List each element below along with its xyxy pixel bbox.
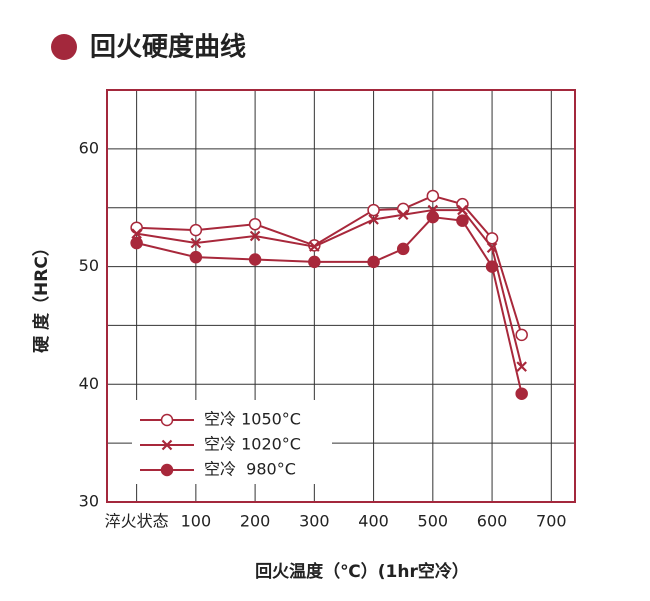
data-point bbox=[456, 214, 469, 227]
marker-cross bbox=[161, 439, 173, 451]
x-tick-label: 200 bbox=[240, 512, 271, 531]
legend-marker bbox=[160, 463, 174, 477]
data-point bbox=[515, 328, 528, 342]
x-tick-label: 700 bbox=[536, 512, 567, 531]
data-point bbox=[426, 189, 440, 203]
data-point bbox=[367, 203, 380, 217]
series-line bbox=[136, 209, 523, 367]
data-point bbox=[130, 221, 143, 234]
data-point bbox=[368, 214, 379, 225]
data-point bbox=[248, 253, 262, 266]
x-tick-label: 500 bbox=[418, 512, 449, 531]
y-tick-label: 30 bbox=[79, 492, 99, 511]
data-point bbox=[189, 223, 203, 237]
data-point bbox=[457, 204, 468, 216]
data-point bbox=[367, 255, 380, 269]
data-point bbox=[485, 260, 499, 273]
legend-label: 空冷 1050°C bbox=[204, 410, 301, 429]
x-tick-label: 400 bbox=[358, 512, 389, 531]
marker-cross bbox=[368, 214, 379, 225]
marker-cross bbox=[516, 361, 527, 372]
data-point bbox=[248, 217, 262, 231]
x-tick-label: 600 bbox=[477, 512, 508, 531]
title-bullet bbox=[51, 34, 77, 60]
data-point bbox=[189, 250, 203, 264]
marker-cross bbox=[190, 237, 202, 249]
x-tick-label: 100 bbox=[181, 512, 212, 531]
series-line bbox=[136, 216, 523, 394]
legend-marker bbox=[161, 439, 173, 451]
legend-label: 空冷 980°C bbox=[204, 460, 296, 479]
marker-cross bbox=[249, 230, 261, 242]
data-point bbox=[190, 237, 202, 249]
x-tick-label: 淬火状态 bbox=[105, 512, 169, 531]
marker-cross bbox=[131, 228, 142, 239]
data-point bbox=[397, 209, 409, 221]
data-point bbox=[309, 241, 320, 252]
y-tick-label: 60 bbox=[79, 138, 99, 157]
series-line bbox=[136, 194, 523, 336]
data-point bbox=[426, 210, 440, 224]
data-point bbox=[515, 387, 528, 400]
chart-title: 回火硬度曲线 bbox=[90, 32, 246, 63]
data-point bbox=[308, 255, 321, 269]
data-point bbox=[396, 242, 410, 256]
data-point bbox=[456, 197, 469, 211]
data-point bbox=[516, 361, 527, 372]
marker-cross bbox=[397, 209, 409, 221]
legend-label: 空冷 1020°C bbox=[204, 435, 301, 454]
data-point bbox=[396, 202, 410, 216]
data-point bbox=[130, 236, 143, 250]
data-point bbox=[131, 228, 142, 239]
x-tick-label: 300 bbox=[299, 512, 330, 531]
y-tick-label: 50 bbox=[79, 256, 99, 275]
plot-frame bbox=[106, 89, 576, 503]
marker-cross bbox=[309, 241, 320, 252]
y-tick-label: 40 bbox=[79, 374, 99, 393]
marker-cross bbox=[486, 242, 498, 254]
data-point bbox=[249, 230, 261, 242]
x-axis-label: 回火温度（℃）(1hr空冷） bbox=[255, 561, 469, 582]
y-axis-label: 硬 度（HRC） bbox=[31, 239, 52, 353]
data-point bbox=[486, 242, 498, 254]
marker-cross bbox=[457, 204, 468, 216]
legend-marker bbox=[160, 413, 174, 427]
data-point bbox=[485, 232, 499, 245]
